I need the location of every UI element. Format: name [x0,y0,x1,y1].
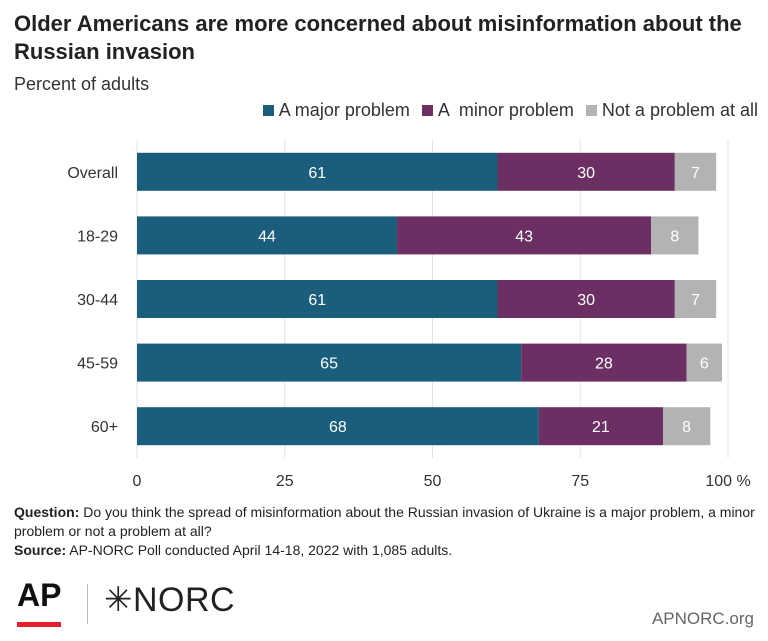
category-label: 18-29 [77,228,118,245]
bar-segment [686,343,723,382]
bar-segment [137,216,398,255]
data-label: 8 [682,419,691,436]
legend-swatch-none [585,105,597,116]
category-label: 45-59 [77,356,118,373]
bar-segment [497,280,675,318]
bar-segment [137,343,522,382]
x-tick-label: 100 % [705,473,750,490]
bar-segment [521,343,687,382]
bar-segment [674,152,717,191]
source-label: Source: [14,542,67,558]
bar-segment [497,152,675,191]
ap-logo-text: AP [17,578,61,613]
legend-label-minor: A minor problem [437,100,574,120]
data-label: 21 [592,419,610,436]
footer-notes: Question: Do you think the spread of mis… [14,503,764,560]
category-label: Overall [67,165,118,182]
norc-logo-text: NORC [133,581,236,619]
bar-segment [538,407,663,446]
source-note: Source: AP-NORC Poll conducted April 14-… [14,541,764,560]
x-tick-label: 75 [571,473,589,490]
legend-item-minor: A minor problem [421,100,574,121]
data-label: 6 [700,356,709,373]
legend-item-none: Not a problem at all [585,100,758,121]
legend-label-none: Not a problem at all [601,100,758,120]
legend-item-major: A major problem [262,100,410,121]
norc-logo: ✳NORC [104,580,235,620]
bar-segment [137,152,498,191]
category-label: 30-44 [77,292,118,309]
x-tick-label: 25 [276,473,294,490]
chart-subtitle: Percent of adults [14,74,150,94]
data-label: 8 [670,228,679,245]
question-label: Question: [14,504,80,520]
category-label: 60+ [91,419,118,436]
data-label: 65 [320,356,338,373]
data-label: 7 [691,292,700,309]
legend-swatch-minor [421,105,433,116]
ap-logo: AP [17,578,61,627]
bar-segment [137,407,539,446]
chart-title: Older Americans are more concerned about… [14,11,742,64]
ap-logo-underline [17,622,61,627]
source-text: AP-NORC Poll conducted April 14-18, 2022… [66,542,453,558]
bar-segment [662,407,711,446]
bar-chart: 0 25 50 75 100 % Overall 61 30 7 18-29 44 43 8 30-44 6… [67,140,751,490]
data-label: 30 [577,165,595,182]
data-label: 43 [515,228,533,245]
logo-divider [87,584,88,624]
data-label: 7 [691,165,700,182]
question-note: Question: Do you think the spread of mis… [14,503,764,541]
site-url: APNORC.org [651,609,754,628]
data-label: 30 [577,292,595,309]
legend-swatch-major [262,105,274,116]
legend: A major problem A minor problem Not a pr… [251,100,758,121]
data-label: 61 [308,292,326,309]
question-text: Do you think the spread of misinformatio… [14,504,755,539]
data-label: 44 [258,228,276,245]
bar-segment [137,280,498,318]
x-tick-label: 50 [424,473,442,490]
bar-segment [397,216,652,255]
data-label: 28 [595,356,613,373]
legend-label-major: A major problem [278,100,410,120]
bar-segment [674,280,717,318]
data-label: 68 [329,419,347,436]
data-label: 61 [308,165,326,182]
bar-segment [651,216,699,255]
x-tick-label: 0 [133,473,142,490]
norc-star-icon: ✳ [104,581,133,619]
